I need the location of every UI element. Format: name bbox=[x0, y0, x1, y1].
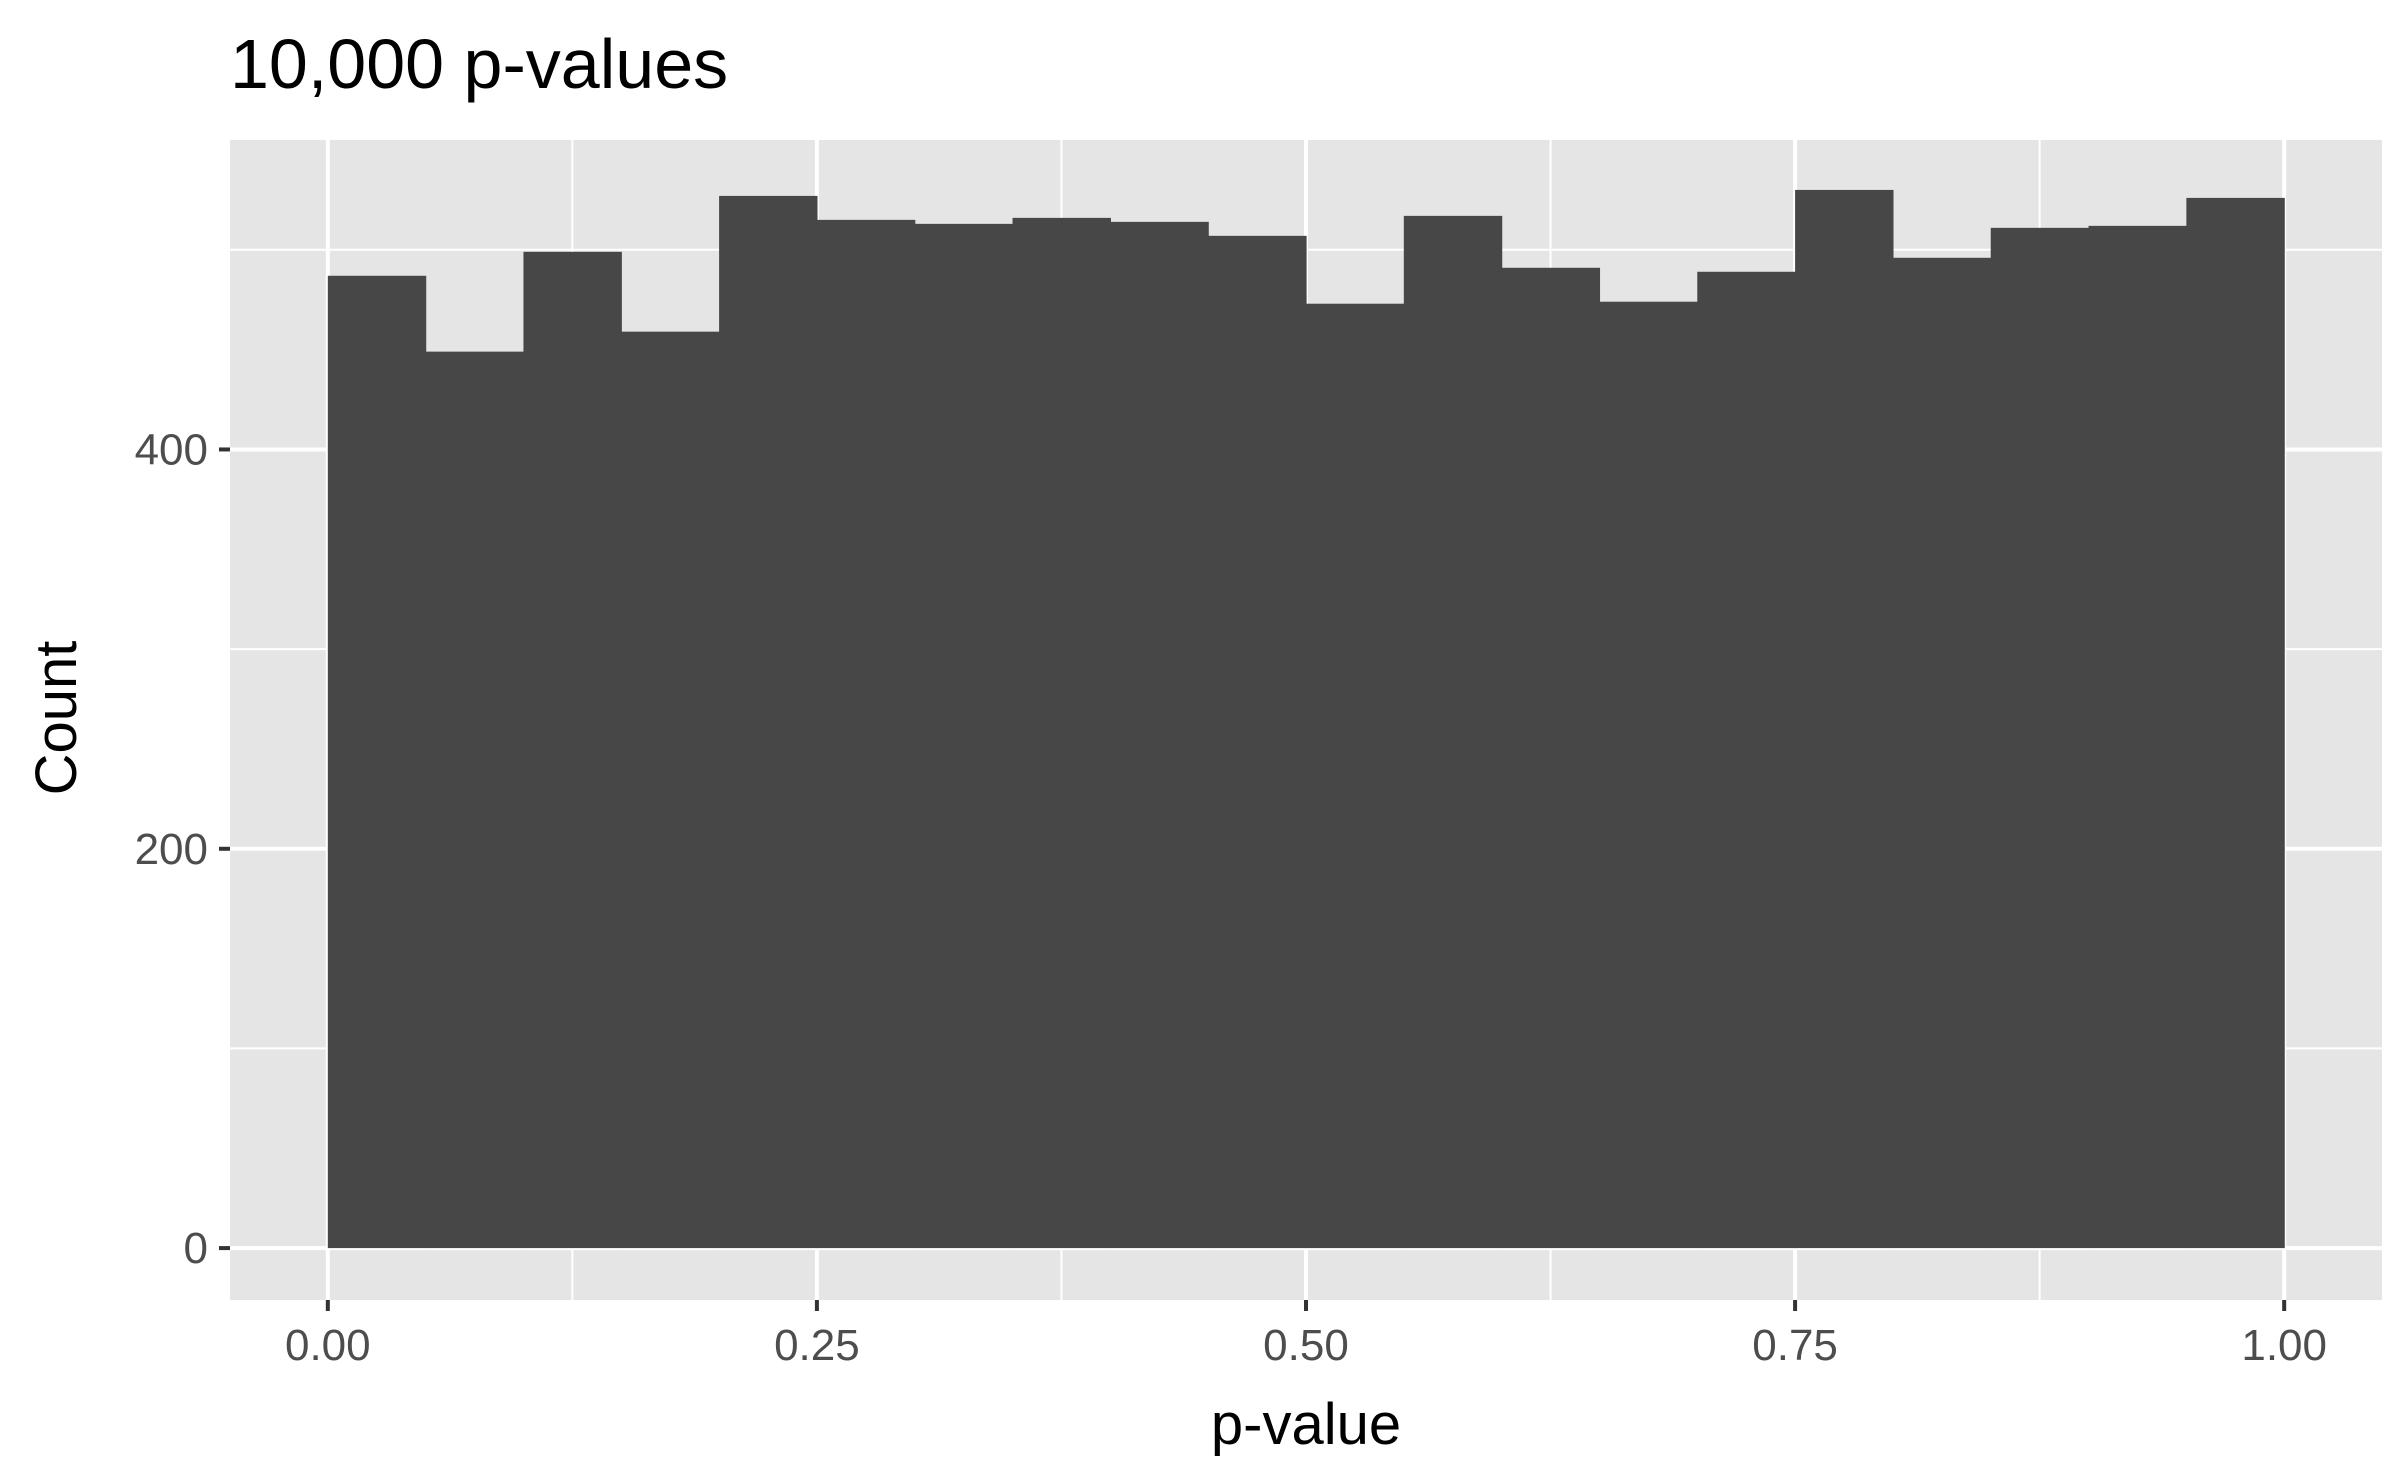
y-tick-label: 400 bbox=[135, 425, 208, 474]
histogram-bars bbox=[327, 189, 2285, 1249]
histogram-bar bbox=[1501, 267, 1601, 1249]
histogram-bar bbox=[1599, 301, 1698, 1249]
histogram-bar bbox=[1795, 189, 1894, 1249]
y-axis: 0 200 400 bbox=[135, 425, 230, 1273]
x-tick-label: 0.75 bbox=[1752, 1321, 1838, 1370]
histogram-bar bbox=[816, 219, 916, 1249]
histogram-bar bbox=[719, 195, 818, 1249]
histogram-bar bbox=[2186, 197, 2285, 1249]
x-tick-label: 0.25 bbox=[774, 1321, 860, 1370]
histogram-bar bbox=[1990, 227, 2090, 1249]
histogram-bar bbox=[523, 251, 622, 1249]
x-axis: 0.00 0.25 0.50 0.75 1.00 bbox=[285, 1300, 2327, 1370]
x-axis-title: p-value bbox=[1211, 1392, 1401, 1457]
y-axis-title: Count bbox=[24, 641, 89, 796]
histogram-bar bbox=[327, 275, 427, 1249]
histogram-bar bbox=[1892, 257, 1992, 1249]
x-tick-label: 1.00 bbox=[2241, 1321, 2327, 1370]
histogram-bar bbox=[2088, 225, 2187, 1249]
histogram-bar bbox=[621, 331, 720, 1249]
y-tick-label: 0 bbox=[184, 1224, 208, 1273]
x-tick-label: 0.50 bbox=[1263, 1321, 1349, 1370]
histogram-bar bbox=[425, 351, 525, 1249]
histogram-bar bbox=[1306, 303, 1405, 1249]
chart-title: 10,000 p-values bbox=[230, 25, 728, 103]
histogram-bar bbox=[1012, 217, 1111, 1249]
histogram-bar bbox=[1697, 271, 1796, 1249]
y-tick-label: 200 bbox=[135, 825, 208, 874]
x-tick-label: 0.00 bbox=[285, 1321, 371, 1370]
histogram-bar bbox=[1208, 235, 1307, 1249]
histogram-bar bbox=[1110, 221, 1209, 1249]
histogram-bar bbox=[914, 223, 1014, 1249]
histogram-bar bbox=[1403, 215, 1503, 1249]
